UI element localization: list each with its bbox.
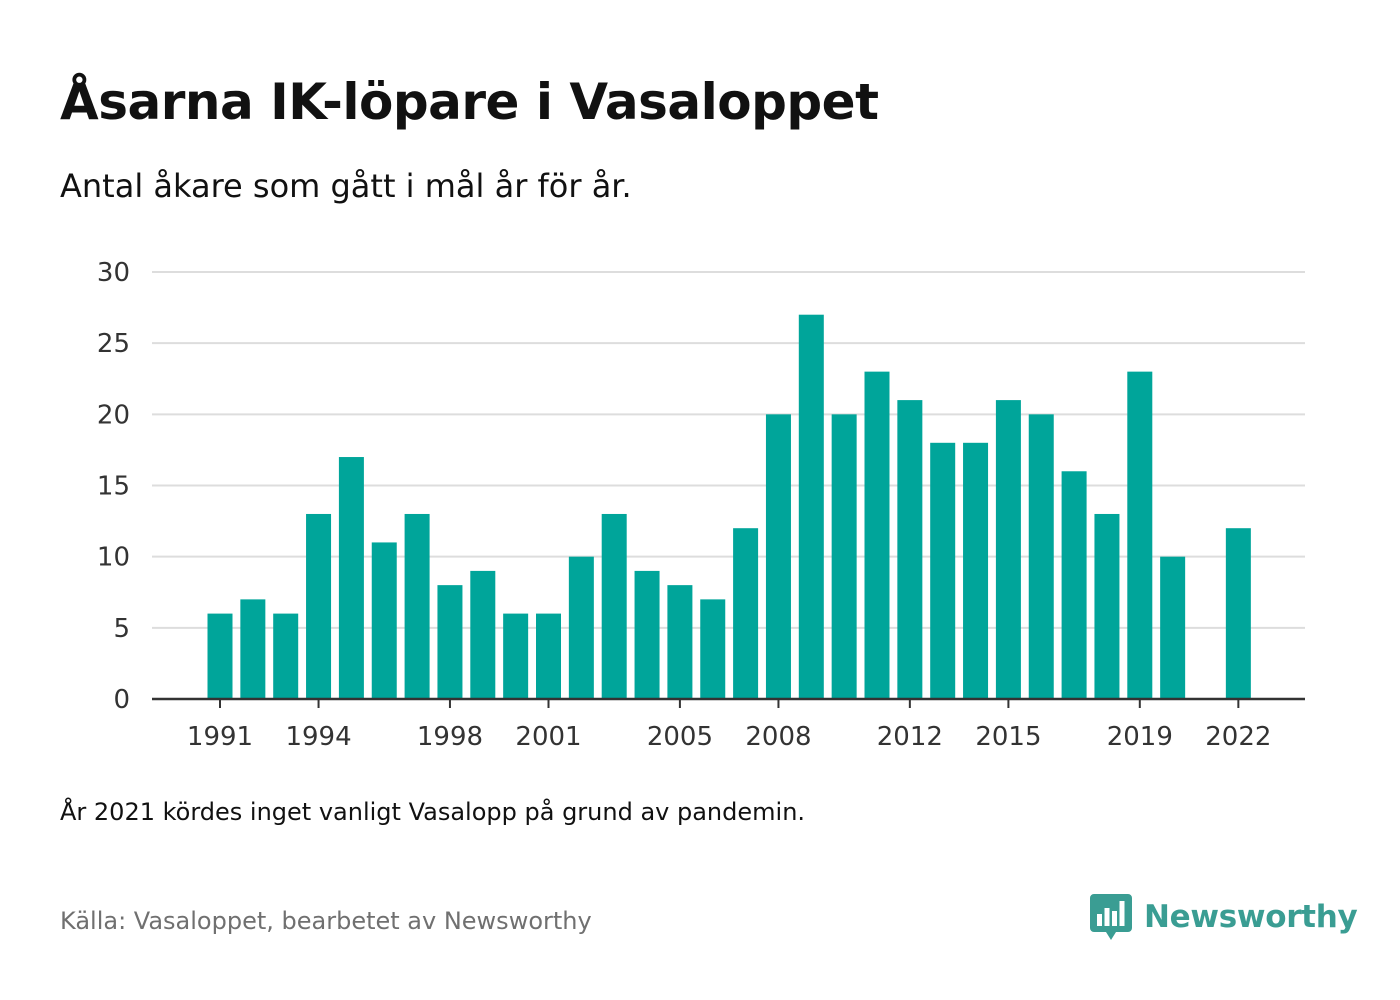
bar-1992 — [240, 599, 266, 699]
bar-2002 — [568, 556, 594, 699]
x-tick-label: 2012 — [877, 722, 943, 752]
chart-title: Åsarna IK-löpare i Vasaloppet — [60, 73, 879, 131]
y-tick-label: 20 — [97, 400, 130, 430]
bar-2014 — [963, 442, 989, 699]
y-tick-label: 0 — [113, 685, 130, 715]
bar-2004 — [634, 570, 660, 699]
bar-2010 — [831, 414, 857, 699]
chart-note: År 2021 kördes inget vanligt Vasalopp på… — [60, 798, 806, 826]
bar-2019 — [1127, 371, 1153, 699]
newsworthy-logo: Newsworthy — [1090, 892, 1358, 942]
bars — [207, 314, 1251, 699]
brand-name: Newsworthy — [1144, 899, 1358, 935]
tick-labels: 0 5 10 15 20 25 30 1991 1994 1998 2001 2005 2008 2012… — [97, 258, 1272, 752]
bar-2009 — [798, 314, 824, 699]
bar-2016 — [1028, 414, 1054, 699]
y-tick-label: 5 — [113, 614, 130, 644]
bar-2020 — [1160, 556, 1186, 699]
bar-2015 — [995, 400, 1021, 699]
x-tick-label: 1994 — [285, 722, 351, 752]
source-credit: Källa: Vasaloppet, bearbetet av Newswort… — [60, 907, 592, 935]
bar-1996 — [371, 542, 397, 699]
x-tick-label: 2008 — [745, 722, 811, 752]
bar-2008 — [765, 414, 791, 699]
bar-2013 — [930, 442, 956, 699]
bar-1998 — [437, 585, 463, 699]
bar-2005 — [667, 585, 693, 699]
newsworthy-logo-icon — [1090, 894, 1132, 940]
bar-chart: 0 5 10 15 20 25 30 1991 1994 1998 2001 2005 2008 2012… — [97, 258, 1305, 752]
bar-1997 — [404, 513, 430, 699]
chart-subtitle: Antal åkare som gått i mål år för år. — [60, 167, 632, 205]
bar-1993 — [273, 613, 299, 699]
axes — [152, 697, 1305, 708]
bar-2011 — [864, 371, 890, 699]
bar-2006 — [700, 599, 726, 699]
bar-1994 — [306, 513, 332, 699]
bar-1991 — [207, 613, 233, 699]
bar-2018 — [1094, 513, 1120, 699]
bar-2022 — [1225, 528, 1251, 699]
y-tick-label: 15 — [97, 472, 130, 502]
bar-2012 — [897, 400, 923, 699]
bar-1999 — [470, 570, 496, 699]
y-tick-label: 10 — [97, 543, 130, 573]
bar-2007 — [733, 528, 759, 699]
y-tick-label: 30 — [97, 258, 130, 288]
x-tick-label: 2005 — [647, 722, 713, 752]
bar-2003 — [601, 513, 627, 699]
x-tick-label: 1998 — [417, 722, 483, 752]
x-tick-label: 2019 — [1107, 722, 1173, 752]
x-tick-label: 2015 — [975, 722, 1041, 752]
bar-1995 — [338, 457, 364, 699]
x-tick-label: 2022 — [1205, 722, 1271, 752]
bar-2017 — [1061, 471, 1087, 699]
x-tick-label: 2001 — [515, 722, 581, 752]
bar-2001 — [536, 613, 561, 699]
y-tick-label: 25 — [97, 329, 130, 359]
bar-2000 — [503, 613, 529, 699]
x-tick-label: 1991 — [187, 722, 253, 752]
